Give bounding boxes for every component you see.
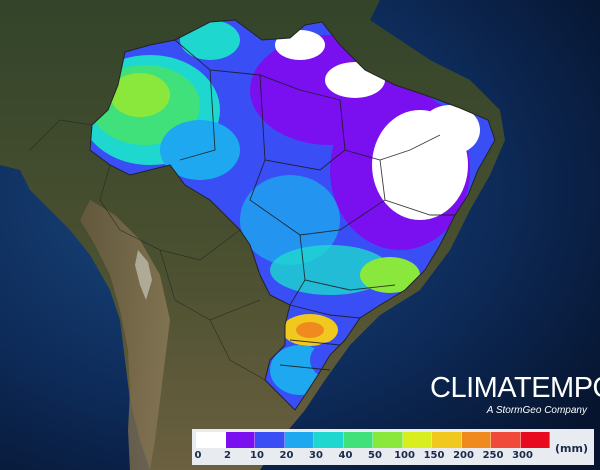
brand-tagline: A StormGeo Company bbox=[486, 405, 587, 416]
precipitation-legend: 0 2 10 20 30 40 50 100 150 200 250 300 (mm) bbox=[192, 429, 594, 465]
neighbour-borders bbox=[29, 119, 266, 381]
legend-label: 250 bbox=[482, 450, 504, 461]
legend-swatch bbox=[373, 432, 403, 448]
legend-swatch bbox=[432, 432, 462, 448]
legend-label: 2 bbox=[224, 450, 231, 461]
legend-swatch bbox=[520, 432, 550, 448]
legend-swatches bbox=[196, 432, 550, 448]
legend-label: 20 bbox=[279, 450, 294, 461]
legend-swatch bbox=[196, 432, 226, 448]
legend-label: 0 bbox=[194, 450, 202, 461]
brand-logo: CLIMATEMPO A StormGeo Company bbox=[430, 372, 600, 416]
state-boundaries bbox=[174, 39, 455, 371]
legend-label: 50 bbox=[368, 450, 382, 461]
legend-swatch bbox=[491, 432, 521, 448]
legend-swatch bbox=[225, 432, 255, 448]
legend-label: 150 bbox=[423, 450, 445, 461]
legend-labels: 0 2 10 20 30 40 50 100 150 200 250 300 bbox=[192, 450, 594, 464]
legend-swatch bbox=[255, 432, 285, 448]
legend-swatch bbox=[461, 432, 491, 448]
brand-name: CLIMATEMPO bbox=[430, 372, 600, 404]
legend-swatch bbox=[284, 432, 314, 448]
legend-swatch bbox=[402, 432, 432, 448]
legend-label: 200 bbox=[453, 450, 474, 461]
brazil-border bbox=[89, 19, 496, 411]
legend-label: 30 bbox=[309, 450, 323, 461]
legend-label: 10 bbox=[250, 450, 264, 461]
legend-label: 40 bbox=[338, 450, 353, 461]
andes-snow bbox=[135, 250, 152, 300]
legend-swatch bbox=[343, 432, 373, 448]
legend-swatch bbox=[314, 432, 344, 448]
legend-unit: (mm) bbox=[555, 442, 588, 455]
legend-label: 300 bbox=[512, 450, 533, 461]
legend-label: 100 bbox=[394, 450, 415, 461]
